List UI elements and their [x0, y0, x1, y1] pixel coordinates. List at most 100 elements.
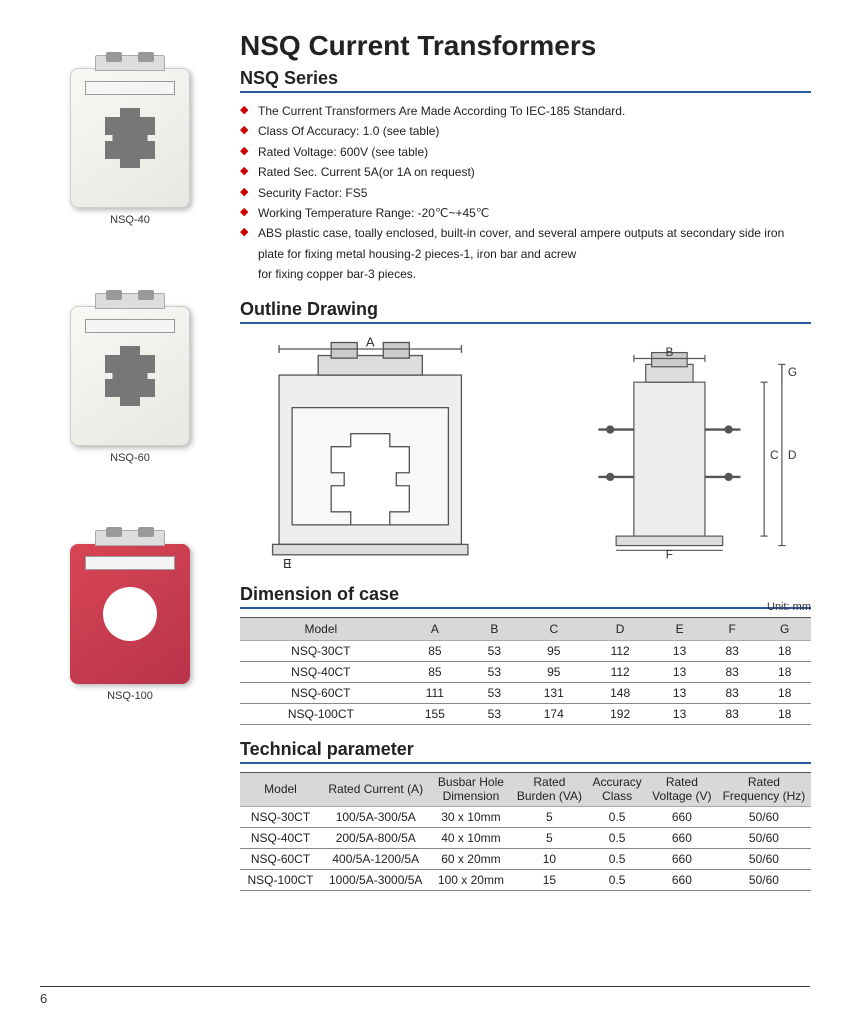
- table-cell: 174: [521, 703, 587, 724]
- table-header: F: [706, 617, 759, 640]
- table-row: NSQ-60CT400/5A-1200/5A60 x 20mm100.56605…: [240, 848, 811, 869]
- table-cell: 53: [468, 682, 521, 703]
- table-cell: NSQ-100CT: [240, 703, 402, 724]
- table-cell: NSQ-100CT: [240, 869, 321, 890]
- outline-drawings: A E: [240, 336, 811, 570]
- table-header: RatedVoltage (V): [647, 772, 717, 806]
- bullet: Working Temperature Range: -20℃~+45℃: [240, 203, 811, 223]
- table-cell: 40 x 10mm: [430, 827, 511, 848]
- bullet: The Current Transformers Are Made Accord…: [240, 101, 811, 121]
- table-row: NSQ-40CT855395112138318: [240, 661, 811, 682]
- bullet-continuation: for fixing copper bar-3 pieces.: [240, 264, 811, 284]
- table-cell: 85: [402, 640, 468, 661]
- page-title: NSQ Current Transformers: [240, 30, 811, 62]
- table-cell: 15: [511, 869, 587, 890]
- table-row: NSQ-100CT15553174192138318: [240, 703, 811, 724]
- table-cell: 400/5A-1200/5A: [321, 848, 430, 869]
- table-header: RatedFrequency (Hz): [717, 772, 811, 806]
- dimension-table: ModelABCDEFG NSQ-30CT855395112138318NSQ-…: [240, 617, 811, 725]
- page-number: 6: [40, 986, 810, 1006]
- svg-text:B: B: [665, 345, 673, 359]
- table-cell: NSQ-30CT: [240, 806, 321, 827]
- product-figure-nsq40: NSQ-40: [40, 68, 220, 226]
- table-cell: 83: [706, 640, 759, 661]
- table-cell: 0.5: [587, 806, 647, 827]
- bullet: Security Factor: FS5: [240, 183, 811, 203]
- product-label: NSQ-100: [40, 690, 220, 702]
- table-cell: 660: [647, 827, 717, 848]
- table-cell: 18: [758, 703, 811, 724]
- table-cell: 53: [468, 640, 521, 661]
- svg-text:F: F: [665, 547, 672, 561]
- table-header: G: [758, 617, 811, 640]
- table-cell: 13: [653, 661, 706, 682]
- svg-text:G: G: [787, 365, 796, 379]
- table-cell: 660: [647, 806, 717, 827]
- table-cell: 131: [521, 682, 587, 703]
- svg-text:A: A: [366, 336, 375, 349]
- svg-text:D: D: [787, 448, 796, 462]
- table-cell: 5: [511, 806, 587, 827]
- section-series-title: NSQ Series: [240, 68, 811, 93]
- table-cell: NSQ-60CT: [240, 848, 321, 869]
- section-technical-title: Technical parameter: [240, 739, 811, 764]
- table-cell: 50/60: [717, 827, 811, 848]
- table-row: NSQ-30CT100/5A-300/5A30 x 10mm50.566050/…: [240, 806, 811, 827]
- table-cell: 192: [587, 703, 653, 724]
- section-dimension-title: Dimension of case: [240, 584, 811, 609]
- table-header: Rated Current (A): [321, 772, 430, 806]
- table-cell: 100 x 20mm: [430, 869, 511, 890]
- table-cell: 0.5: [587, 827, 647, 848]
- table-header: B: [468, 617, 521, 640]
- table-cell: 83: [706, 682, 759, 703]
- table-row: NSQ-40CT200/5A-800/5A40 x 10mm50.566050/…: [240, 827, 811, 848]
- table-cell: 83: [706, 703, 759, 724]
- bullet-continuation: plate for fixing metal housing-2 pieces-…: [240, 244, 811, 264]
- table-cell: 53: [468, 703, 521, 724]
- table-cell: NSQ-40CT: [240, 827, 321, 848]
- table-cell: 200/5A-800/5A: [321, 827, 430, 848]
- feature-list: The Current Transformers Are Made Accord…: [240, 101, 811, 285]
- table-header: D: [587, 617, 653, 640]
- table-header: RatedBurden (VA): [511, 772, 587, 806]
- bullet: Rated Sec. Current 5A(or 1A on request): [240, 162, 811, 182]
- table-header: C: [521, 617, 587, 640]
- table-cell: 13: [653, 682, 706, 703]
- table-cell: 30 x 10mm: [430, 806, 511, 827]
- table-header: Model: [240, 617, 402, 640]
- table-cell: 111: [402, 682, 468, 703]
- table-cell: 50/60: [717, 869, 811, 890]
- table-cell: 13: [653, 640, 706, 661]
- table-cell: 148: [587, 682, 653, 703]
- table-row: NSQ-60CT11153131148138318: [240, 682, 811, 703]
- side-view-drawing: B C D G F: [551, 336, 812, 570]
- bullet: Rated Voltage: 600V (see table): [240, 142, 811, 162]
- table-cell: 660: [647, 869, 717, 890]
- table-cell: 155: [402, 703, 468, 724]
- table-cell: 50/60: [717, 806, 811, 827]
- table-cell: 10: [511, 848, 587, 869]
- product-label: NSQ-60: [40, 452, 220, 464]
- table-cell: 18: [758, 661, 811, 682]
- table-cell: 95: [521, 661, 587, 682]
- table-header: A: [402, 617, 468, 640]
- table-cell: 660: [647, 848, 717, 869]
- table-cell: 53: [468, 661, 521, 682]
- table-cell: 112: [587, 661, 653, 682]
- table-row: NSQ-100CT1000/5A-3000/5A100 x 20mm150.56…: [240, 869, 811, 890]
- table-header: Model: [240, 772, 321, 806]
- table-cell: NSQ-40CT: [240, 661, 402, 682]
- svg-text:C: C: [770, 448, 779, 462]
- table-cell: 0.5: [587, 869, 647, 890]
- table-cell: NSQ-30CT: [240, 640, 402, 661]
- product-figure-nsq100: NSQ-100: [40, 544, 220, 702]
- svg-text:E: E: [283, 555, 292, 570]
- table-cell: 18: [758, 640, 811, 661]
- technical-table: ModelRated Current (A)Busbar HoleDimensi…: [240, 772, 811, 891]
- table-cell: 13: [653, 703, 706, 724]
- table-header: E: [653, 617, 706, 640]
- table-cell: 95: [521, 640, 587, 661]
- table-cell: 112: [587, 640, 653, 661]
- section-outline-title: Outline Drawing: [240, 299, 811, 324]
- table-row: NSQ-30CT855395112138318: [240, 640, 811, 661]
